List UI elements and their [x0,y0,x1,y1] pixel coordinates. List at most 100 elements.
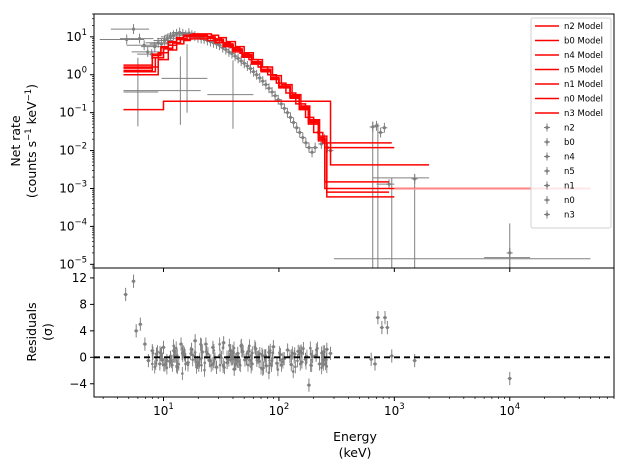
top-ytick-label: 10−3 [59,179,87,195]
top-data-marker [165,36,169,41]
top-data-marker [178,30,182,35]
top-data-marker [146,50,150,54]
residual-marker [200,363,203,367]
top-data-marker [233,54,237,58]
residual-point [253,340,257,354]
top-data-marker [304,141,308,145]
residual-point [271,346,275,360]
bottom-plot-area [123,274,512,392]
legend-data-marker [545,183,549,188]
top-data-point [272,90,279,101]
residual-marker [206,352,210,356]
top-data-marker [273,94,277,98]
top-data-point [253,69,260,80]
legend-data-marker [545,212,549,217]
residual-point [260,347,264,361]
bottom-ytick-label: −4 [69,377,87,391]
residual-point [156,345,159,359]
top-data-point [241,58,248,69]
residual-marker [260,352,264,356]
legend-model-label: n4 Model [564,51,603,61]
legend-model-label: n2 Model [564,22,603,32]
residual-point [294,360,297,374]
residual-point [389,349,394,363]
legend-model-label: n1 Model [564,80,603,90]
top-data-marker [258,76,262,80]
residual-marker [146,359,150,363]
residual-point [372,357,377,371]
top-data-point [284,107,291,118]
top-data-marker [255,73,259,77]
legend-model-label: n5 Model [564,66,603,76]
residual-marker [151,351,155,355]
residual-point [131,274,136,288]
residual-point [172,349,175,363]
top-data-marker [291,120,296,125]
residual-marker [193,351,197,354]
residual-marker [311,355,315,359]
residual-marker [376,316,380,320]
residual-point [264,349,268,363]
bottom-ylabel: Residuals [24,302,39,361]
residual-point [291,346,294,360]
residual-marker [155,358,159,362]
residual-point [251,346,254,360]
residual-point [221,358,225,372]
residual-point [306,378,311,392]
residual-point [382,311,387,325]
legend-model-label: n3 Model [564,109,603,119]
residual-marker [203,368,206,372]
residual-point [379,320,384,335]
top-data-point [164,30,182,41]
residual-marker [220,356,223,359]
residual-point [281,355,285,369]
residual-point [285,343,290,357]
residual-point [296,354,299,368]
top-data-point-wide [207,60,254,129]
residual-point [309,347,313,361]
top-data-point [281,103,288,114]
residual-marker [131,279,136,283]
residual-marker [172,354,175,357]
top-data-marker [382,126,386,130]
residual-point [315,343,318,357]
legend-data-marker [545,140,549,144]
residual-point [193,334,198,348]
residual-point [507,371,512,386]
top-data-marker [261,79,265,83]
legend-data-marker [545,198,549,202]
top-data-point [126,40,158,51]
residual-marker [161,358,164,362]
residual-marker [271,351,275,355]
residual-point [249,349,253,363]
residual-point [280,358,283,372]
residual-point [151,346,155,360]
residual-marker [286,348,290,352]
residual-marker [249,354,253,358]
top-data-point [377,127,384,138]
residual-point [218,358,222,372]
residual-point [189,346,192,361]
model-step-line [123,36,591,190]
residual-marker [264,354,268,357]
top-data-marker [168,35,173,39]
top-data-point [381,122,388,133]
top-data-marker [285,111,290,115]
residual-marker [280,363,283,367]
legend-data-marker [545,154,549,159]
residual-point [255,353,259,367]
residual-marker [181,350,184,354]
residual-point [177,357,181,371]
top-data-marker [153,45,157,49]
residual-marker [158,351,162,354]
top-data-point [290,117,297,128]
residual-point [235,352,238,367]
legend-data-label: n2 [564,124,575,134]
residual-marker [268,359,271,362]
residual-marker [237,360,241,363]
residual-marker [184,362,187,366]
residual-marker [248,344,251,348]
residual-marker [278,358,282,362]
residual-marker [317,362,322,366]
top-ytick-label: 10−5 [59,255,87,271]
